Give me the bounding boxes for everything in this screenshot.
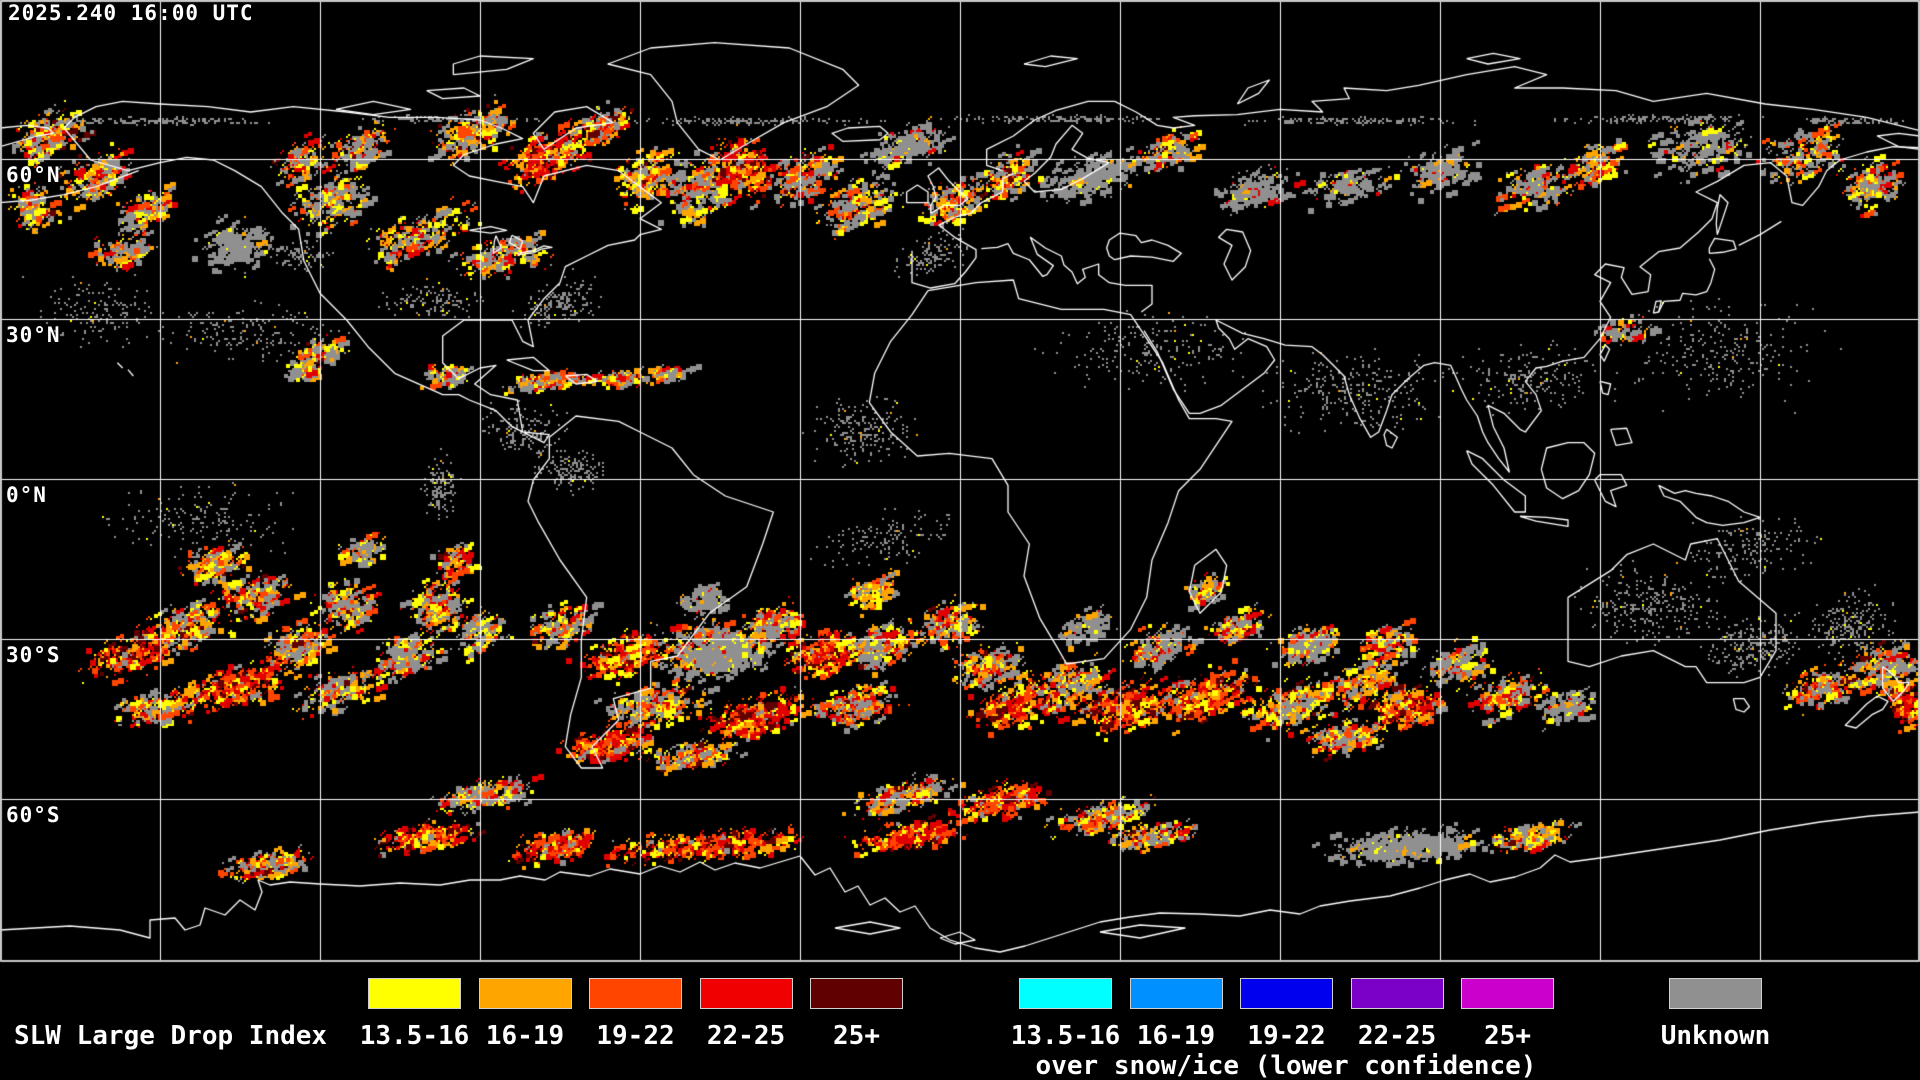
legend-swatch bbox=[1240, 978, 1333, 1009]
legend-range-label: 22-25 bbox=[1357, 1021, 1437, 1051]
legend-swatch bbox=[1461, 978, 1554, 1009]
legend-range-label: 13.5-16 bbox=[1010, 1021, 1121, 1051]
legend-range-label: 19-22 bbox=[1247, 1021, 1326, 1051]
lat-label: 0°N bbox=[6, 483, 47, 507]
lat-label: 60°S bbox=[6, 803, 61, 827]
legend-swatch bbox=[1669, 978, 1762, 1009]
legend-range-label: Unknown bbox=[1660, 1021, 1771, 1051]
legend-title: SLW Large Drop Index bbox=[14, 1021, 328, 1051]
legend-range-label: 25+ bbox=[1484, 1021, 1531, 1051]
lat-label: 30°S bbox=[6, 643, 61, 667]
legend-swatch bbox=[810, 978, 903, 1009]
legend-swatch bbox=[699, 978, 793, 1009]
legend-snowice-caption: over snow/ice (lower confidence) bbox=[1035, 1051, 1537, 1080]
timestamp-label: 2025.240 16:00 UTC bbox=[8, 1, 254, 25]
legend-range-label: 25+ bbox=[833, 1021, 880, 1051]
legend-swatch bbox=[1019, 978, 1112, 1009]
legend-range-label: 16-19 bbox=[485, 1021, 565, 1051]
legend-swatch bbox=[478, 978, 572, 1009]
legend-range-label: 13.5-16 bbox=[359, 1021, 470, 1051]
legend-range-label: 16-19 bbox=[1136, 1021, 1216, 1051]
legend-swatch bbox=[1350, 978, 1444, 1009]
legend-swatch bbox=[589, 978, 682, 1009]
lat-label: 30°N bbox=[6, 323, 61, 347]
legend-swatch bbox=[1129, 978, 1223, 1009]
legend-swatch bbox=[368, 978, 461, 1009]
legend-range-label: 22-25 bbox=[706, 1021, 786, 1051]
lat-label: 60°N bbox=[6, 163, 61, 187]
legend-range-label: 19-22 bbox=[596, 1021, 675, 1051]
